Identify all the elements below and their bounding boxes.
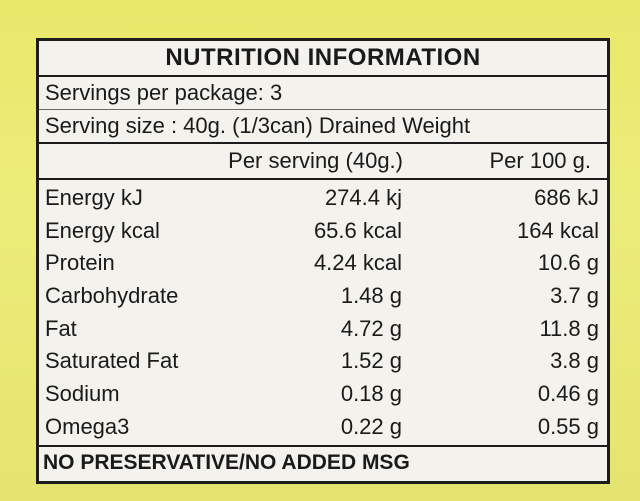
nutrient-rows: Energy kJ 274.4 kj 686 kJ Energy kcal 65… bbox=[39, 180, 607, 447]
nutrient-row: Carbohydrate 1.48 g 3.7 g bbox=[39, 280, 607, 313]
nutrient-label: Protein bbox=[45, 250, 115, 276]
nutrient-label: Fat bbox=[45, 315, 77, 341]
nutrient-row: Omega3 0.22 g 0.55 g bbox=[39, 411, 607, 444]
column-header-per-serving: Per serving (40g.) bbox=[228, 148, 403, 173]
nutrient-row: Fat 4.72 g 11.8 g bbox=[39, 313, 607, 346]
per-100g-value: 3.7 g bbox=[550, 283, 599, 309]
per-serving-value: 4.72 g bbox=[340, 315, 402, 341]
per-100g-value: 164 kcal bbox=[517, 217, 599, 243]
nutrient-label: Omega3 bbox=[45, 413, 130, 439]
per-serving-value: 1.48 g bbox=[340, 283, 402, 309]
column-header-per-100g: Per 100 g. bbox=[489, 148, 591, 173]
per-100g-value: 0.46 g bbox=[537, 381, 599, 407]
nutrient-label: Sodium bbox=[45, 381, 120, 407]
serving-info: Servings per package: 3 Serving size : 4… bbox=[39, 77, 607, 144]
per-100g-value: 0.55 g bbox=[537, 413, 599, 439]
column-header-row: Per serving (40g.) Per 100 g. bbox=[39, 144, 607, 180]
panel-title: NUTRITION INFORMATION bbox=[39, 41, 607, 77]
nutrition-panel: NUTRITION INFORMATION Servings per packa… bbox=[36, 38, 610, 484]
per-serving-value: 65.6 kcal bbox=[313, 217, 402, 243]
per-serving-value: 0.22 g bbox=[340, 413, 402, 439]
per-100g-value: 10.6 g bbox=[537, 250, 599, 276]
footer-claim: NO PRESERVATIVE/NO ADDED MSG bbox=[43, 451, 410, 474]
per-serving-value: 4.24 kcal bbox=[313, 250, 402, 276]
per-100g-value: 686 kJ bbox=[534, 185, 599, 210]
nutrient-label: Energy kcal bbox=[45, 217, 160, 243]
nutrient-row: Protein 4.24 kcal 10.6 g bbox=[39, 247, 607, 280]
nutrient-row: Energy kcal 65.6 kcal 164 kcal bbox=[39, 215, 607, 248]
nutrient-row: Sodium 0.18 g 0.46 g bbox=[39, 378, 607, 411]
nutrient-label: Saturated Fat bbox=[45, 348, 179, 374]
per-serving-value: 274.4 kj bbox=[324, 185, 402, 210]
per-100g-value: 11.8 g bbox=[539, 315, 599, 341]
nutrient-row: Energy kJ 274.4 kj 686 kJ bbox=[39, 182, 607, 215]
per-100g-value: 3.8 g bbox=[550, 348, 599, 374]
serving-size: Serving size : 40g. (1/3can) Drained Wei… bbox=[45, 113, 471, 138]
per-serving-value: 0.18 g bbox=[340, 381, 402, 407]
per-serving-value: 1.52 g bbox=[340, 348, 402, 374]
nutrient-row: Saturated Fat 1.52 g 3.8 g bbox=[39, 345, 607, 378]
servings-per-package: Servings per package: 3 bbox=[39, 77, 607, 110]
nutrient-label: Energy kJ bbox=[45, 185, 143, 210]
nutrient-label: Carbohydrate bbox=[45, 283, 179, 309]
